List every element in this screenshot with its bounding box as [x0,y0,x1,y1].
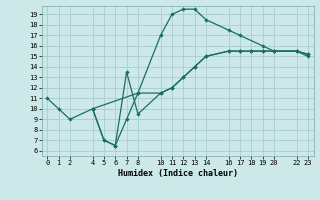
X-axis label: Humidex (Indice chaleur): Humidex (Indice chaleur) [118,169,237,178]
